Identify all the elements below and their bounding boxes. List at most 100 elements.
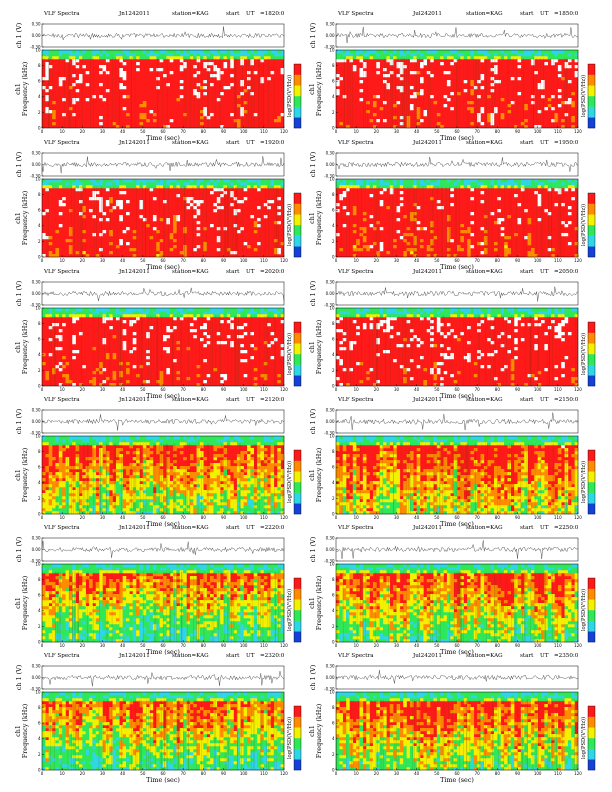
- spectrogram-cell: [487, 53, 491, 57]
- spectrogram-cell: [82, 56, 86, 60]
- spectrogram-cell: [457, 182, 461, 186]
- spectrogram: [42, 308, 285, 387]
- time-tick-label: 60: [454, 129, 460, 134]
- spectrogram-cell: [223, 505, 228, 509]
- spectrogram-cell: [146, 487, 150, 491]
- spectrogram-cell: [446, 323, 451, 327]
- spectrogram-cell: [223, 86, 228, 90]
- spectrogram-cell: [250, 308, 254, 312]
- spectrogram-cell: [152, 436, 157, 440]
- spectrogram-cell: [273, 439, 278, 443]
- spectrogram-cell: [132, 248, 137, 252]
- spectrogram-cell: [233, 436, 238, 440]
- spectrogram-cell: [240, 436, 244, 440]
- spectrogram-cell: [102, 469, 107, 473]
- spectrogram: [42, 179, 285, 258]
- spectrogram-cell: [473, 86, 478, 90]
- spectrogram-cell: [362, 185, 367, 189]
- spectrogram-cell: [263, 374, 268, 378]
- spectrogram-cell: [173, 245, 177, 249]
- spectrogram-cell: [75, 89, 80, 93]
- spectrogram-cell: [99, 448, 103, 452]
- spectrogram-cell: [504, 242, 508, 246]
- spectrogram-cell: [564, 53, 569, 57]
- spectrogram-cell: [567, 80, 572, 84]
- spectrogram-cell: [136, 179, 140, 183]
- spectrogram-cell: [58, 439, 63, 443]
- spectrogram-cell: [243, 487, 248, 491]
- spectrogram-cell: [112, 493, 117, 497]
- spectrogram-cell: [95, 499, 100, 503]
- colorbar-segment: [588, 322, 595, 333]
- spectrogram-cell: [396, 86, 401, 90]
- spectrogram-cell: [233, 439, 238, 443]
- spectra-panel-svg: VLF Spectra Jul242011 station=KAG start UT =2…: [308, 269, 596, 400]
- spectrogram-cell: [436, 317, 441, 321]
- spectrogram-cell: [339, 122, 343, 126]
- spectrogram-cell: [152, 493, 157, 497]
- spectrogram-cell: [233, 508, 238, 512]
- spectrogram-cell: [240, 62, 244, 66]
- spectrogram-cell: [105, 188, 110, 192]
- spectrogram-cell: [574, 71, 579, 75]
- spectrogram-cell: [48, 251, 53, 255]
- spectrogram-cell: [571, 119, 575, 123]
- spectrogram-cell: [443, 56, 448, 60]
- spectrogram-cell: [277, 248, 281, 252]
- spectrogram-cell: [517, 179, 522, 183]
- spectrogram-cell: [119, 466, 123, 470]
- time-tick-label: 80: [201, 515, 207, 520]
- spectrogram-cell: [203, 332, 207, 336]
- spectrogram-cell: [416, 53, 421, 57]
- spectrogram-cell: [230, 194, 234, 198]
- spectrogram-cell: [58, 224, 63, 228]
- spectrogram-cell: [257, 490, 261, 494]
- spectrogram-cell: [372, 182, 377, 186]
- time-tick-label: 100: [240, 387, 248, 392]
- spectrogram-cell: [250, 466, 254, 470]
- spectrogram-cell: [507, 251, 512, 255]
- spectrogram-cell: [216, 466, 221, 470]
- spectrogram-cell: [230, 469, 234, 473]
- spectrogram-cell: [257, 224, 261, 228]
- spectrogram-cell: [220, 341, 224, 345]
- spectrogram-cell: [493, 248, 498, 252]
- spectrogram-cell: [480, 77, 485, 81]
- spectrogram-cell: [75, 182, 80, 186]
- spectrogram-cell: [102, 314, 107, 318]
- spectrogram-cell: [220, 320, 224, 324]
- spectrogram-cell: [230, 466, 234, 470]
- spectrogram-cell: [189, 508, 194, 512]
- spectrogram-cell: [189, 50, 194, 54]
- time-tick-label: 40: [414, 387, 420, 392]
- spectrogram-cell: [336, 203, 340, 207]
- spectrogram-cell: [196, 457, 201, 461]
- spectrogram-cell: [233, 442, 238, 446]
- spectrogram-cell: [62, 508, 66, 512]
- spectrogram-cell: [126, 451, 130, 455]
- spectrogram-cell: [72, 439, 76, 443]
- spectrogram-cell: [42, 185, 46, 189]
- spectrogram-cell: [210, 490, 214, 494]
- spectrogram-cell: [240, 56, 244, 60]
- spectrogram-cell: [223, 227, 228, 231]
- spectrogram-cell: [126, 50, 130, 54]
- spectrogram-cell: [189, 314, 194, 318]
- spectrogram-cell: [399, 116, 404, 120]
- spectrogram-cell: [250, 508, 254, 512]
- spectrogram-cell: [383, 308, 387, 312]
- spectrogram-cell: [510, 77, 515, 81]
- spectrogram-cell: [450, 308, 454, 312]
- time-tick-label: 20: [80, 258, 86, 263]
- spectrogram-cell: [179, 80, 184, 84]
- spectrogram-cell: [500, 227, 505, 231]
- spectrogram-cell: [42, 439, 46, 443]
- spectrogram-cell: [176, 439, 181, 443]
- freq-tick-label: 4: [38, 480, 41, 485]
- spectrogram-cell: [92, 463, 97, 467]
- spectrogram-cell: [420, 227, 424, 231]
- spectrogram-cell: [564, 62, 569, 66]
- spectrogram-cell: [45, 496, 49, 500]
- waveform-tick-label: 0.00: [32, 291, 41, 296]
- spectrogram-cell: [65, 308, 70, 312]
